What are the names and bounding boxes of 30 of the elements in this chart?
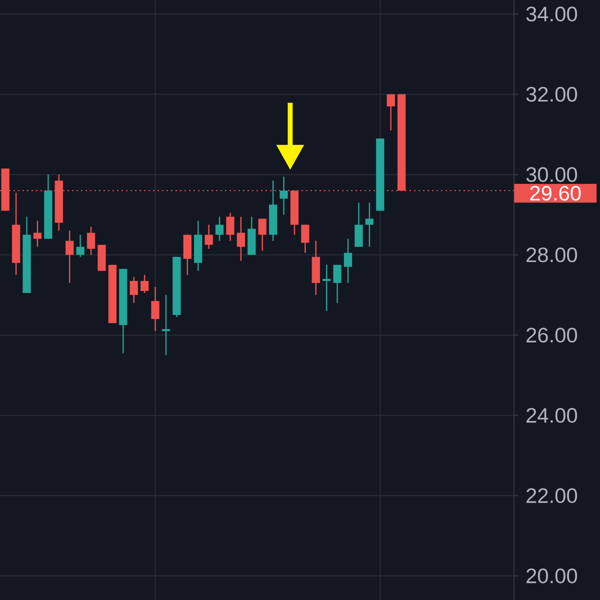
y-tick-label: 28.00	[526, 247, 578, 262]
candlestick	[333, 264, 342, 304]
candlestick	[301, 224, 310, 254]
candlestick	[86, 226, 96, 256]
candlestick	[386, 94, 395, 132]
y-tick-label: 20.00	[526, 568, 578, 584]
candlestick	[66, 230, 74, 284]
y-tick-label: 24.00	[526, 408, 578, 423]
y-tick-label: 26.00	[526, 328, 578, 343]
y-tick-label: 30.00	[526, 167, 578, 182]
candlestick	[226, 212, 234, 242]
y-tick-label: 32.00	[526, 86, 578, 102]
candlestick	[76, 234, 84, 258]
candlestick	[130, 276, 138, 304]
ref-line-label: 29.60	[530, 186, 581, 201]
candlestick	[204, 224, 213, 250]
candlestick	[151, 286, 160, 332]
candlestick	[215, 216, 224, 242]
candlestick	[162, 294, 170, 356]
candlestick	[322, 264, 331, 312]
candlestick	[236, 216, 246, 262]
candlestick	[354, 202, 363, 248]
y-tick-label: 34.00	[526, 6, 578, 22]
candlestick	[344, 238, 352, 284]
candlestick	[365, 202, 374, 248]
candlestick	[140, 274, 149, 294]
candlestick	[280, 176, 288, 216]
y-tick-label: 22.00	[526, 488, 578, 504]
candlestick	[33, 220, 42, 248]
candlestick	[258, 218, 266, 252]
